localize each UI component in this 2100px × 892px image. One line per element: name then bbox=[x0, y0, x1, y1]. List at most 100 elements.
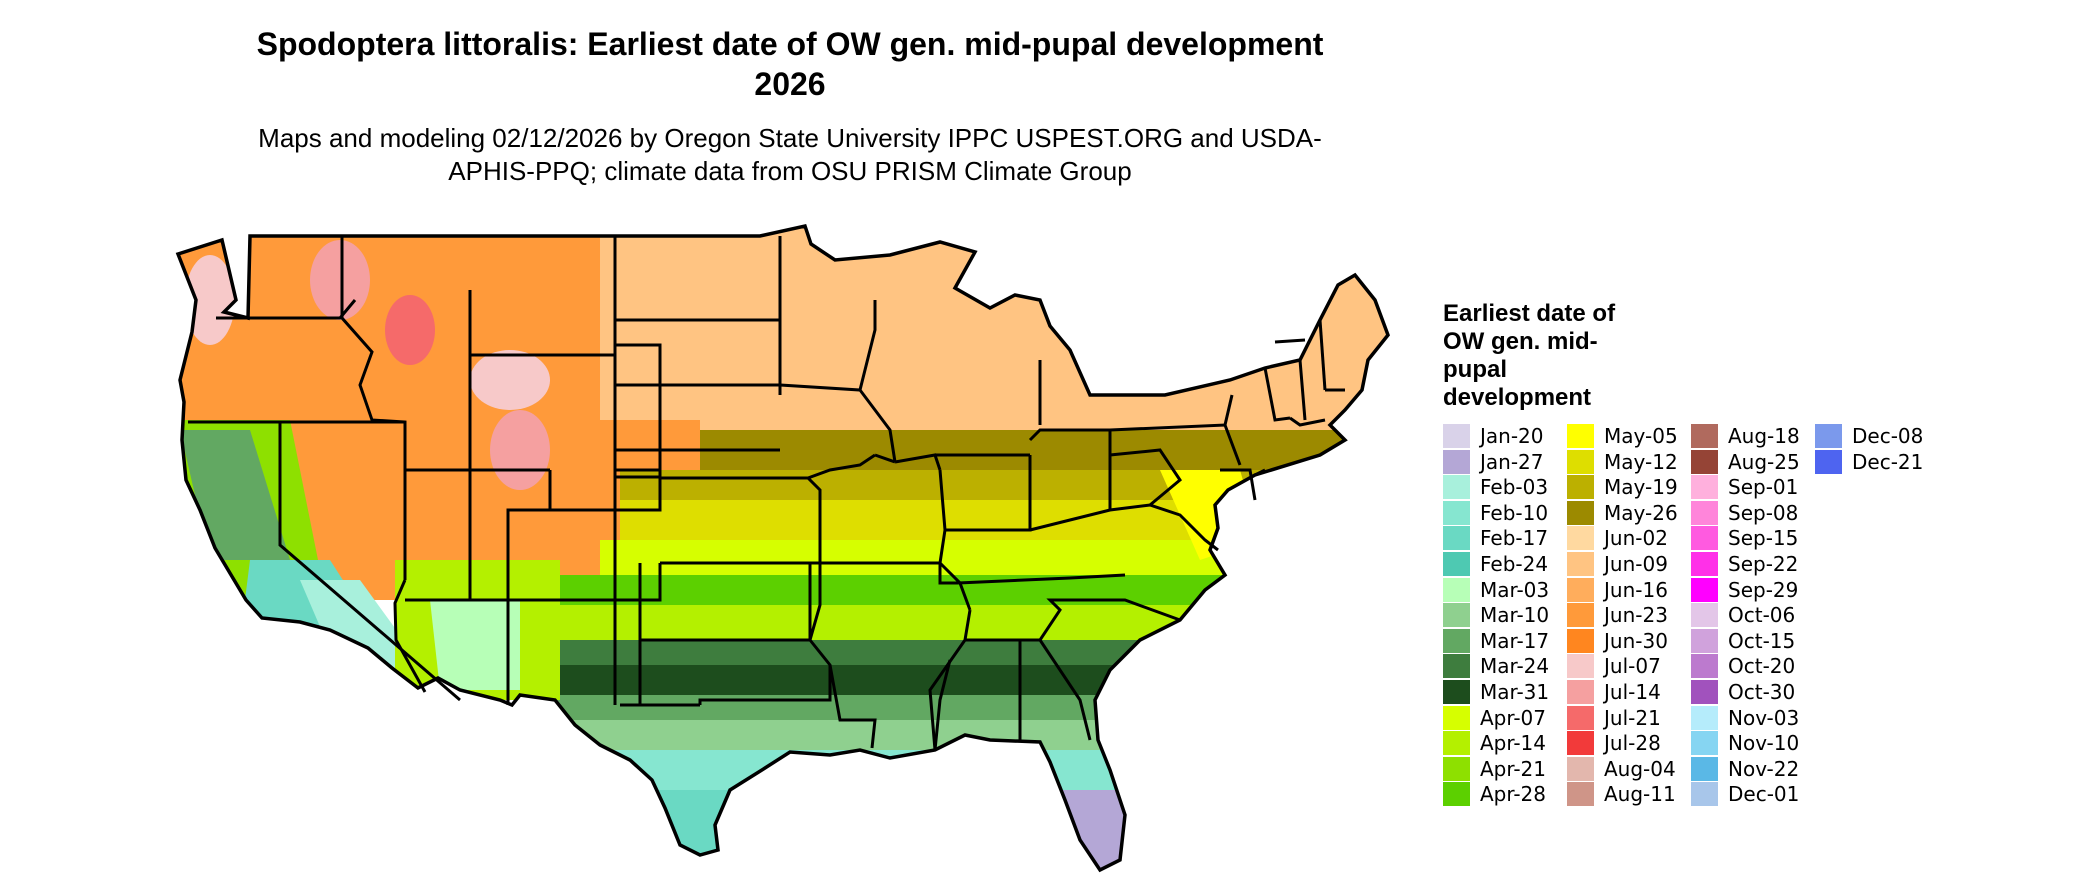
legend-label: Feb-10 bbox=[1480, 500, 1549, 525]
zone-band-7 bbox=[540, 640, 1388, 665]
legend-swatch bbox=[1691, 500, 1718, 525]
legend-swatch bbox=[1691, 526, 1718, 551]
legend-label: Jun-23 bbox=[1604, 603, 1668, 628]
legend-label: Jul-07 bbox=[1604, 654, 1661, 679]
legend-swatch bbox=[1567, 756, 1594, 781]
legend-label: Jan-27 bbox=[1480, 449, 1544, 474]
legend: Jan-20 Jan-27 Feb-03 Feb-10 Feb-17 Feb-24 Mar-… bbox=[1443, 424, 1963, 809]
legend-swatch bbox=[1691, 449, 1718, 474]
legend-swatch bbox=[1691, 475, 1718, 500]
legend-swatch bbox=[1443, 680, 1470, 704]
legend-swatch bbox=[1567, 782, 1594, 807]
legend-label: May-05 bbox=[1604, 424, 1678, 448]
legend-label: Feb-24 bbox=[1480, 552, 1549, 576]
zone-band-6 bbox=[540, 605, 1388, 640]
legend-label: Dec-21 bbox=[1852, 449, 1924, 474]
zone-mountain-high-1 bbox=[310, 240, 370, 320]
legend-swatch bbox=[1691, 756, 1718, 781]
zone-mountain-high-3 bbox=[470, 350, 550, 410]
legend-label: May-19 bbox=[1604, 475, 1678, 500]
legend-label: Apr-07 bbox=[1480, 705, 1546, 730]
legend-swatch bbox=[1815, 449, 1842, 474]
legend-label: Jun-09 bbox=[1604, 552, 1668, 576]
legend-swatch bbox=[1567, 654, 1594, 679]
legend-swatch bbox=[1443, 628, 1470, 653]
legend-swatch bbox=[1443, 705, 1470, 730]
legend-label: Aug-11 bbox=[1604, 782, 1676, 807]
legend-swatch bbox=[1567, 424, 1594, 448]
legend-label: Mar-03 bbox=[1480, 577, 1550, 602]
legend-swatch bbox=[1691, 654, 1718, 679]
legend-label: Jul-14 bbox=[1604, 680, 1661, 704]
legend-swatch bbox=[1443, 526, 1470, 551]
zone-band-12 bbox=[540, 790, 1388, 870]
legend-label: Jul-21 bbox=[1604, 705, 1661, 730]
legend-label: Apr-28 bbox=[1480, 782, 1546, 807]
legend-label: Mar-17 bbox=[1480, 628, 1550, 653]
legend-swatch bbox=[1567, 449, 1594, 474]
legend-label: Jun-02 bbox=[1604, 526, 1668, 551]
legend-swatch bbox=[1443, 577, 1470, 602]
state-borders bbox=[175, 223, 1390, 873]
legend-label: Jun-16 bbox=[1604, 577, 1668, 602]
legend-swatch bbox=[1691, 552, 1718, 576]
legend-label: Feb-03 bbox=[1480, 475, 1549, 500]
legend-label: Apr-21 bbox=[1480, 756, 1546, 781]
legend-label: Sep-08 bbox=[1728, 500, 1799, 525]
legend-label: May-26 bbox=[1604, 500, 1678, 525]
legend-label: Mar-31 bbox=[1480, 680, 1550, 704]
map-title: Spodoptera littoralis: Earliest date of … bbox=[256, 26, 1324, 102]
legend-swatch bbox=[1443, 449, 1470, 474]
zone-band-4 bbox=[600, 540, 1388, 575]
map-subtitle: Maps and modeling 02/12/2026 by Oregon S… bbox=[258, 123, 1322, 186]
legend-label: Feb-17 bbox=[1480, 526, 1549, 551]
legend-label: Aug-18 bbox=[1728, 424, 1800, 448]
legend-label: Jul-28 bbox=[1604, 731, 1661, 756]
legend-swatch bbox=[1443, 552, 1470, 576]
legend-label: Jun-30 bbox=[1604, 628, 1668, 653]
legend-label: Mar-10 bbox=[1480, 603, 1550, 628]
legend-swatch bbox=[1691, 680, 1718, 704]
legend-swatch bbox=[1567, 731, 1594, 756]
legend-swatch bbox=[1567, 526, 1594, 551]
legend-swatch bbox=[1567, 680, 1594, 704]
zone-sonoran bbox=[430, 600, 520, 690]
legend-swatch bbox=[1567, 628, 1594, 653]
legend-swatch bbox=[1567, 577, 1594, 602]
legend-swatch bbox=[1443, 603, 1470, 628]
legend-label: Dec-08 bbox=[1852, 424, 1924, 448]
legend-swatch bbox=[1815, 424, 1842, 448]
legend-swatch bbox=[1567, 475, 1594, 500]
legend-swatch bbox=[1443, 475, 1470, 500]
legend-swatch bbox=[1443, 782, 1470, 807]
legend-label: Aug-25 bbox=[1728, 449, 1800, 474]
zone-mountain-high-4 bbox=[490, 410, 550, 490]
zone-band-8 bbox=[540, 665, 1388, 695]
legend-swatch bbox=[1691, 705, 1718, 730]
legend-swatch bbox=[1691, 603, 1718, 628]
legend-label: Mar-24 bbox=[1480, 654, 1550, 679]
legend-swatch bbox=[1443, 756, 1470, 781]
legend-title: Earliest date of OW gen. mid-pupal devel… bbox=[1443, 300, 1616, 411]
legend-label: Nov-03 bbox=[1728, 705, 1800, 730]
legend-label: Sep-29 bbox=[1728, 577, 1799, 602]
legend-swatch bbox=[1691, 782, 1718, 807]
zone-band-1 bbox=[700, 430, 1388, 470]
zone-band-9 bbox=[540, 695, 1388, 720]
legend-label: Jan-20 bbox=[1480, 424, 1544, 448]
legend-label: Oct-20 bbox=[1728, 654, 1796, 679]
legend-swatch bbox=[1443, 731, 1470, 756]
legend-label: Nov-22 bbox=[1728, 756, 1800, 781]
legend-swatch bbox=[1567, 705, 1594, 730]
legend-swatch bbox=[1443, 424, 1470, 448]
zone-band-11 bbox=[540, 750, 1388, 790]
legend-label: Apr-14 bbox=[1480, 731, 1546, 756]
legend-label: Sep-22 bbox=[1728, 552, 1799, 576]
legend-swatch bbox=[1443, 654, 1470, 679]
legend-swatch bbox=[1567, 552, 1594, 576]
zone-band-3 bbox=[620, 500, 1388, 540]
legend-label: Sep-15 bbox=[1728, 526, 1799, 551]
legend-label: Dec-01 bbox=[1728, 782, 1800, 807]
legend-swatch bbox=[1567, 500, 1594, 525]
